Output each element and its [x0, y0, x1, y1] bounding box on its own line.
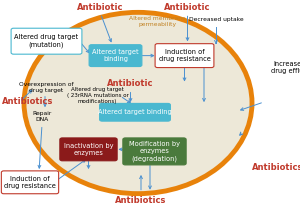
Text: Antibiotic: Antibiotic [107, 79, 154, 88]
FancyBboxPatch shape [60, 138, 117, 161]
FancyBboxPatch shape [11, 28, 82, 54]
FancyBboxPatch shape [100, 103, 170, 121]
Text: Overexpression of
drug target: Overexpression of drug target [19, 82, 74, 93]
Text: Antibiotics: Antibiotics [115, 196, 167, 205]
Text: Antibiotic: Antibiotic [77, 3, 124, 12]
Text: Altered drug target
( 23rRNA mutations or
modifications): Altered drug target ( 23rRNA mutations o… [67, 88, 128, 104]
Text: Induction of
drug resistance: Induction of drug resistance [159, 49, 210, 62]
Text: Inactivation by
enzymes: Inactivation by enzymes [64, 143, 113, 156]
FancyBboxPatch shape [155, 44, 214, 68]
Text: Antibiotics: Antibiotics [252, 163, 300, 172]
FancyBboxPatch shape [2, 171, 59, 194]
Text: Antibiotics: Antibiotics [2, 97, 53, 107]
Text: Altered target
binding: Altered target binding [92, 49, 139, 62]
FancyBboxPatch shape [89, 45, 142, 67]
Text: Increased
drug efflux: Increased drug efflux [272, 61, 300, 75]
Text: Antibiotic: Antibiotic [164, 3, 211, 12]
Text: Repair
DNA: Repair DNA [32, 111, 52, 122]
Text: Modification by
enzymes
(degradation): Modification by enzymes (degradation) [129, 141, 180, 162]
Ellipse shape [24, 12, 252, 194]
Text: Altered target binding: Altered target binding [98, 109, 172, 115]
Text: Altered drug target
(mutation): Altered drug target (mutation) [14, 34, 79, 48]
Text: Induction of
drug resistance: Induction of drug resistance [4, 176, 56, 189]
Text: Decreased uptake: Decreased uptake [189, 17, 243, 22]
Text: Altered membrane
permeability: Altered membrane permeability [129, 16, 186, 27]
FancyBboxPatch shape [123, 138, 186, 165]
